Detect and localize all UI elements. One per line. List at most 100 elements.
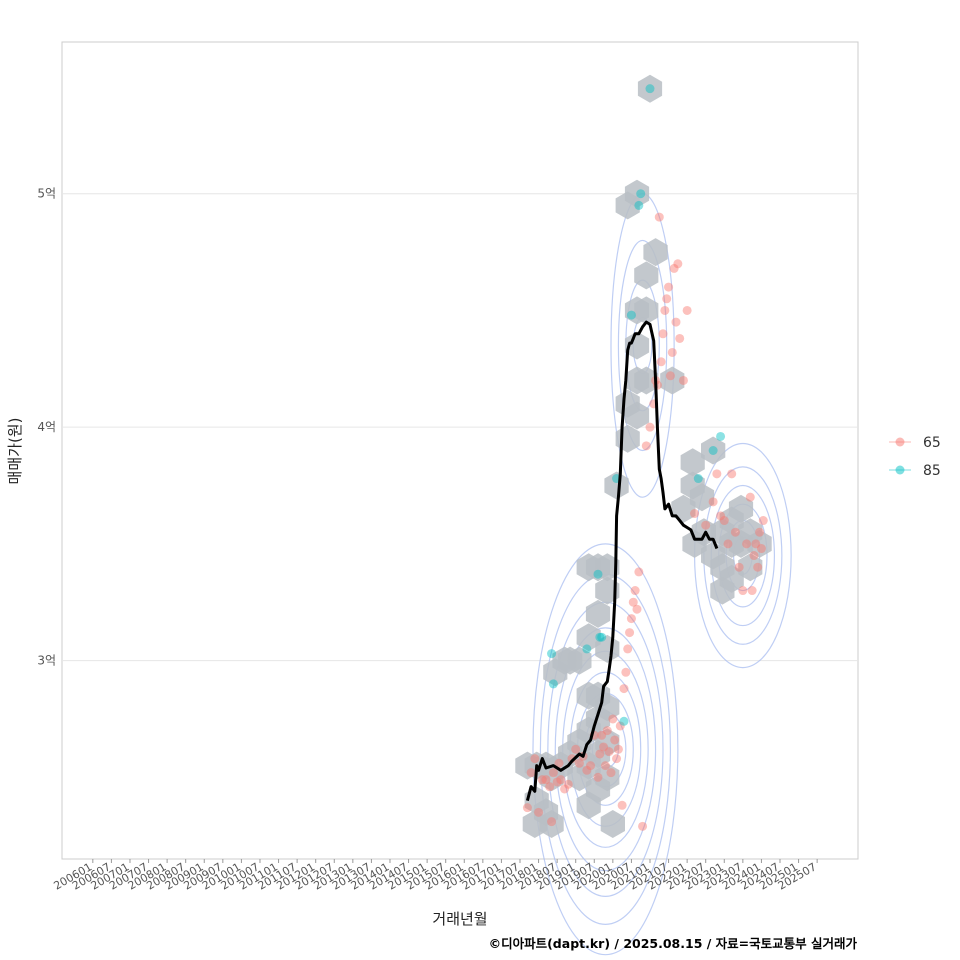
scatter-point-65 [586, 761, 596, 771]
density-contour [532, 543, 679, 956]
scatter-point-65 [632, 604, 642, 614]
scatter-point-65 [626, 614, 636, 624]
scatter-point-65 [593, 772, 603, 782]
hex-bin [701, 436, 726, 465]
scatter-point-85 [693, 474, 703, 484]
hex-bin [643, 238, 668, 267]
scatter-point-65 [610, 735, 620, 745]
hex-bin [558, 646, 583, 675]
scatter-point-85 [582, 644, 592, 654]
scatter-point-65 [690, 509, 700, 519]
hex-bin [660, 366, 685, 395]
plot-panel [61, 41, 859, 860]
trend-line-group [525, 320, 719, 801]
scatter-point-65 [751, 539, 761, 549]
scatter-point-65 [595, 749, 605, 759]
scatter-point-65 [716, 511, 726, 521]
scatter-point-85 [619, 716, 629, 726]
scatter-point-65 [630, 586, 640, 596]
density-contour [554, 627, 657, 872]
scatter-point-65 [599, 742, 609, 752]
hex-bin [747, 529, 772, 558]
scatter-point-65 [747, 586, 757, 596]
scatter-point-65 [554, 758, 564, 768]
scatter-point-65 [645, 422, 655, 432]
scatter-point-65 [537, 775, 547, 785]
scatter-point-85 [634, 200, 644, 210]
scatter-point-65 [625, 628, 635, 638]
scatter-point-65 [545, 782, 555, 792]
scatter-point-65 [734, 562, 744, 572]
scatter-point-85 [708, 446, 718, 455]
x-axis-ticks: 2006012006072007012007072008012008072009… [51, 859, 819, 893]
scatter-point-65 [612, 754, 622, 764]
scatter-point-65 [664, 282, 674, 292]
legend-key-point [895, 437, 905, 447]
scatter-point-65 [660, 305, 670, 315]
scatter-point-65 [667, 347, 677, 357]
scatter-point-65 [745, 492, 755, 502]
scatter-point-65 [597, 730, 607, 740]
scatter-point-65 [678, 375, 688, 385]
scatter-point-65 [606, 768, 616, 778]
scatter-point-65 [617, 800, 627, 810]
scatter-point-65 [756, 544, 766, 554]
density-contour [617, 239, 668, 452]
scatter-point-65 [671, 317, 681, 327]
hex-bin [600, 810, 625, 838]
scatter-point-65 [634, 567, 644, 577]
hex-bin [567, 763, 592, 792]
scatter-point-65 [548, 768, 558, 778]
scatter-point-65 [582, 765, 592, 775]
scatter-point-65 [608, 714, 618, 724]
scatter-point-65 [530, 754, 540, 764]
y-axis-title: 매매가(원) [6, 418, 24, 485]
legend-label: 85 [923, 463, 941, 479]
scatter-point-85 [636, 189, 646, 199]
hex-bin [604, 471, 629, 500]
scatter-point-65 [673, 259, 683, 269]
scatter-point-65 [708, 497, 718, 507]
scatter-point-65 [662, 294, 672, 304]
scatter-point-85 [597, 632, 607, 642]
hex-bin [680, 448, 705, 477]
scatter-point-65 [571, 744, 581, 754]
scatter-point-85 [626, 310, 636, 320]
legend-label: 65 [923, 435, 941, 451]
scatter-point-65 [628, 597, 638, 607]
hex-bins [515, 74, 772, 838]
scatter-point-65 [753, 562, 763, 572]
scatter-point-65 [719, 516, 729, 526]
y-axis-ticks: 3억 4억 5억 [37, 187, 56, 668]
hex-bin [738, 553, 763, 582]
scatter-point-65 [701, 520, 711, 530]
scatter-point-85 [548, 679, 558, 689]
hex-bin [585, 599, 611, 628]
hex-bin [624, 401, 650, 430]
scatter-point-85 [595, 632, 605, 642]
legend-key-point [895, 465, 905, 475]
hex-bin [634, 261, 659, 290]
scatter-point-85 [716, 431, 726, 441]
scatter-point-65 [638, 821, 648, 831]
hex-bin [634, 296, 659, 325]
trend-line [525, 320, 719, 801]
scatter-point-65 [727, 469, 737, 479]
scatter-point-65 [613, 744, 623, 754]
hex-bin [624, 179, 650, 208]
scatter-point-65 [682, 305, 692, 315]
scatter-point-65 [758, 516, 768, 526]
scatter-point-65 [604, 747, 614, 757]
scatter-point-65 [602, 726, 612, 736]
scatter-point-65 [755, 527, 765, 537]
scatter-point-65 [621, 667, 631, 677]
scatter-point-65 [669, 263, 679, 273]
scatter-point-65 [560, 784, 570, 794]
scatter-point-65 [600, 761, 610, 771]
y-tick-label: 5억 [37, 187, 56, 201]
scatter-point-65 [563, 779, 573, 789]
scatter-point-85 [645, 84, 655, 94]
scatter-point-65 [749, 551, 759, 561]
scatter-point-65 [723, 539, 733, 549]
